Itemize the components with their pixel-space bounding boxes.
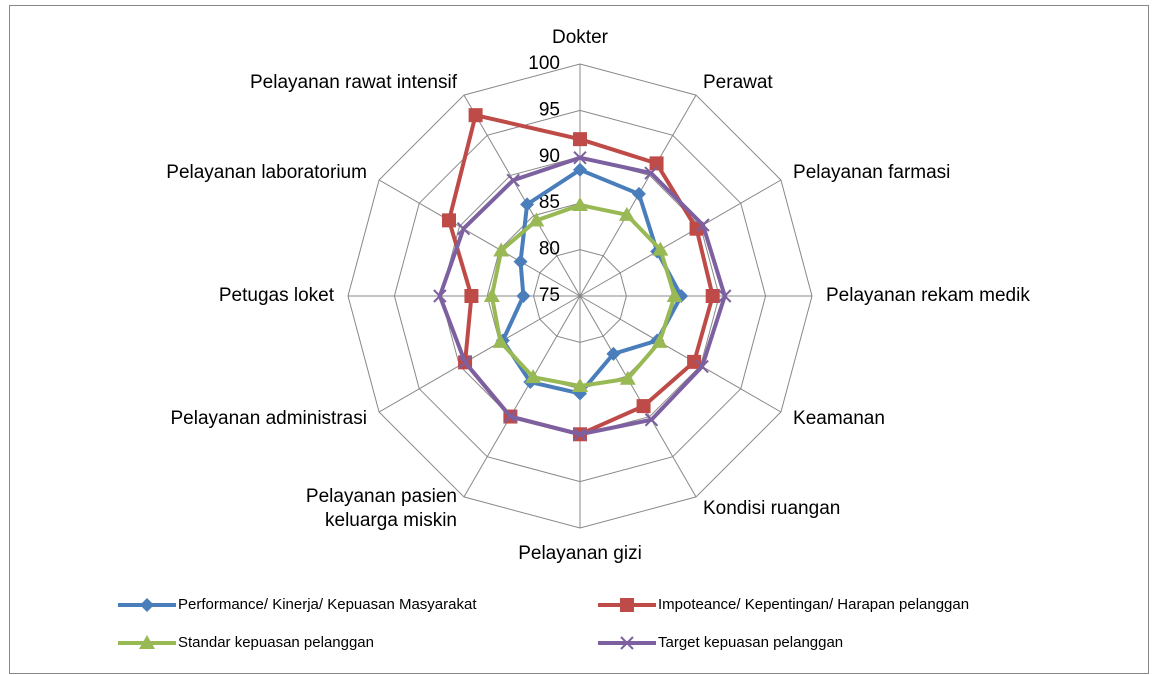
data-marker [492,333,509,348]
data-marker [644,166,658,180]
category-label: Pelayanan farmasi [793,162,951,183]
category-label: Petugas loket [218,285,334,306]
data-marker [573,162,587,177]
spoke [378,295,581,413]
data-marker [456,222,471,236]
data-marker [695,359,709,374]
category-label: Dokter [552,27,608,48]
r-tick-label: 75 [539,285,560,306]
r-tick-label: 95 [539,99,560,120]
data-marker [644,413,659,427]
data-marker [718,289,732,303]
legend-marker [620,636,634,650]
category-label: Pelayanan rawat intensif [249,71,457,93]
data-marker [705,289,720,303]
category-label: Kondisi ruangan [703,498,841,520]
data-marker [525,369,542,384]
category-label: Pelayanan pasien keluarga miskin [305,486,457,532]
data-marker [696,218,710,232]
legend-label: Performance/ Kinerja/ Kepuasan Masyaraka… [178,596,477,613]
r-tick-label: 100 [528,53,560,74]
data-marker [572,378,588,393]
category-label: Pelayanan administrasi [170,408,367,429]
spoke [463,94,581,297]
data-marker [572,197,588,212]
data-marker [618,206,635,221]
data-marker [520,197,535,212]
data-marker [468,108,483,123]
data-marker [433,289,447,303]
category-label: Pelayanan laboratorium [166,162,367,183]
data-marker [651,333,668,348]
legend-marker [140,598,154,612]
legend-label: Standar kepuasan pelanggan [178,634,374,651]
spoke [579,295,782,413]
data-marker [464,289,479,303]
data-marker [483,288,500,302]
data-marker [573,132,587,147]
data-marker [636,399,651,414]
data-marker [573,427,587,441]
data-marker [442,213,457,228]
spoke [463,295,581,498]
data-marker [458,355,472,370]
data-marker [652,241,669,256]
data-marker [631,186,646,201]
data-marker [493,242,510,257]
legend-marker [139,635,155,649]
data-marker [649,156,664,171]
category-label: Pelayanan rekam medik [826,285,1030,306]
data-marker [606,346,621,361]
data-marker [506,173,520,187]
r-tick-label: 80 [539,239,560,260]
legend-label: Impoteance/ Kepentingan/ Harapan pelangg… [658,596,969,613]
data-marker [528,212,545,227]
spoke [378,179,581,297]
spoke [579,179,782,297]
r-tick-label: 90 [539,146,560,167]
data-marker [513,254,528,269]
data-marker [619,370,636,385]
category-label: Perawat [703,71,773,93]
chart-frame [9,5,1149,674]
r-tick-label: 85 [539,192,560,213]
data-marker [689,221,704,236]
spoke [579,295,697,498]
data-marker [573,151,587,165]
data-marker [666,288,683,302]
data-marker [516,289,531,303]
category-label: Pelayanan gizi [518,543,642,564]
legend-label: Target kepuasan pelanggan [658,634,843,651]
data-marker [687,354,702,369]
data-marker [503,409,518,424]
legend-marker [620,598,634,612]
category-label: Keamanan [793,408,885,429]
